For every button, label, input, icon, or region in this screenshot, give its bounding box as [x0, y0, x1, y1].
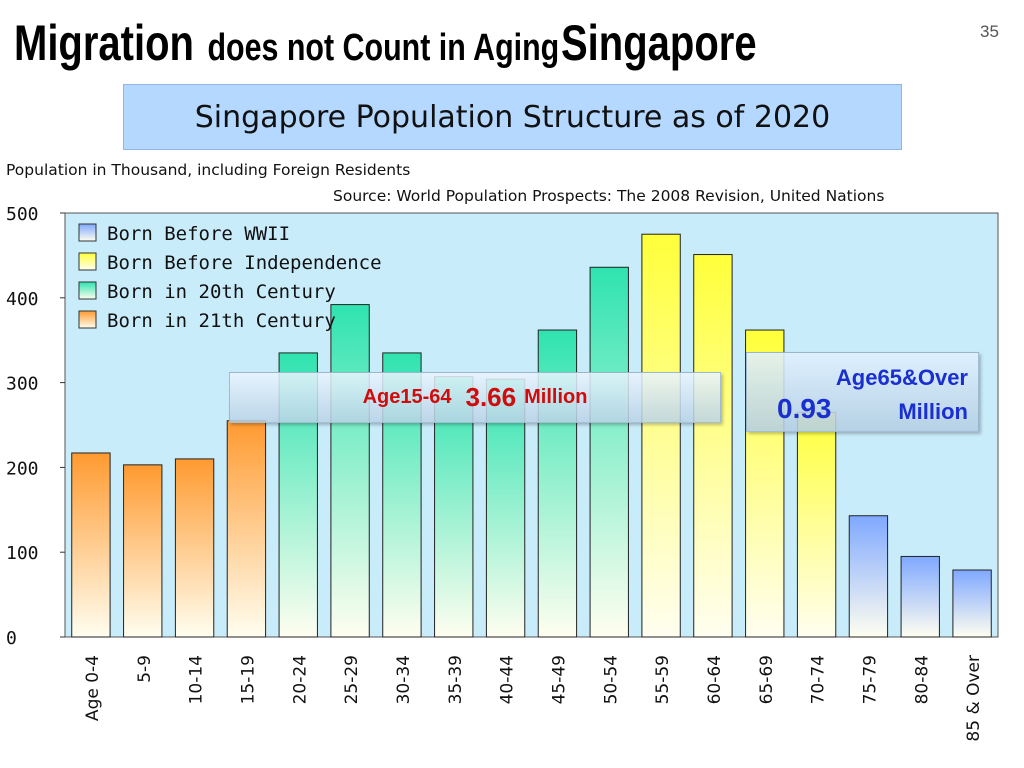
- x-tick-label: 75-79: [860, 655, 880, 704]
- slide-title-middle: does not Count in Aging: [198, 27, 568, 69]
- source-note: Source: World Population Prospects: The …: [333, 187, 885, 205]
- y-tick-label: 200: [6, 458, 39, 479]
- x-tick-label: 40-44: [498, 655, 518, 704]
- slide-title-word-1: Migration: [14, 15, 194, 71]
- legend-label: Born Before Independence: [107, 252, 382, 274]
- x-tick-label: 20-24: [290, 655, 310, 704]
- bar-85-over: [952, 569, 992, 638]
- elderly-unit: Million: [898, 399, 968, 424]
- bar-15-19: [226, 420, 267, 638]
- slide-title: Migration does not Count in Aging Singap…: [14, 14, 1004, 80]
- x-tick-label: 15-19: [238, 655, 258, 704]
- chart-title: Singapore Population Structure as of 202…: [194, 99, 831, 135]
- x-tick-label: 50-54: [601, 655, 621, 704]
- working-age-label: Age15-64: [362, 386, 452, 408]
- y-tick-label: 300: [6, 374, 39, 395]
- chart-title-box: Singapore Population Structure as of 202…: [123, 84, 902, 150]
- legend-label: Born in 20th Century: [107, 281, 336, 303]
- bar-60-64: [693, 254, 733, 638]
- x-tick-label: 35-39: [446, 655, 466, 704]
- x-tick-label: Age 0-4: [83, 655, 103, 721]
- bar-10-14: [174, 458, 215, 638]
- legend-swatch: [78, 252, 97, 271]
- bar-75-79: [848, 515, 889, 638]
- y-tick-label: 100: [6, 543, 39, 564]
- y-tick-label: 500: [6, 204, 39, 225]
- bar-5-9: [123, 464, 163, 638]
- elderly-value: 0.93: [777, 393, 832, 424]
- x-tick-label: 55-59: [653, 655, 673, 704]
- x-tick-label: 25-29: [342, 655, 362, 704]
- bar-age-0-4: [71, 452, 111, 638]
- x-tick-label: 85 & Over: [964, 655, 984, 742]
- bar-55-59: [641, 233, 681, 638]
- x-tick-label: 30-34: [394, 655, 414, 704]
- y-tick-label: 0: [6, 628, 17, 649]
- legend-swatch: [78, 310, 97, 329]
- x-tick-label: 70-74: [809, 655, 829, 704]
- working-age-callout: Age15-64 3.66 Million: [229, 372, 721, 423]
- working-age-unit: Million: [524, 386, 588, 408]
- y-tick-label: 400: [6, 289, 39, 310]
- bar-50-54: [589, 266, 629, 638]
- page-number: 35: [980, 22, 999, 41]
- x-tick-label: 80-84: [912, 655, 932, 704]
- y-axis-label: Population in Thousand, including Foreig…: [6, 161, 411, 179]
- legend-swatch: [78, 223, 97, 242]
- bar-80-84: [900, 555, 940, 638]
- x-tick-label: 65-69: [757, 655, 777, 704]
- x-tick-label: 10-14: [187, 655, 207, 704]
- bar-70-74: [796, 411, 837, 638]
- legend-label: Born in 21th Century: [107, 310, 336, 332]
- slide-title-word-2: Singapore: [560, 15, 757, 71]
- legend-swatch: [78, 281, 97, 300]
- elderly-label: Age65&Over: [835, 365, 968, 390]
- x-tick-label: 45-49: [549, 655, 569, 704]
- working-age-value: 3.66: [465, 382, 517, 412]
- bar-25-29: [330, 304, 370, 638]
- x-tick-label: 60-64: [705, 655, 725, 704]
- elderly-callout: Age65&Over 0.93 Million: [746, 352, 979, 432]
- x-tick-label: 5-9: [135, 655, 155, 683]
- legend-label: Born Before WWII: [107, 223, 290, 245]
